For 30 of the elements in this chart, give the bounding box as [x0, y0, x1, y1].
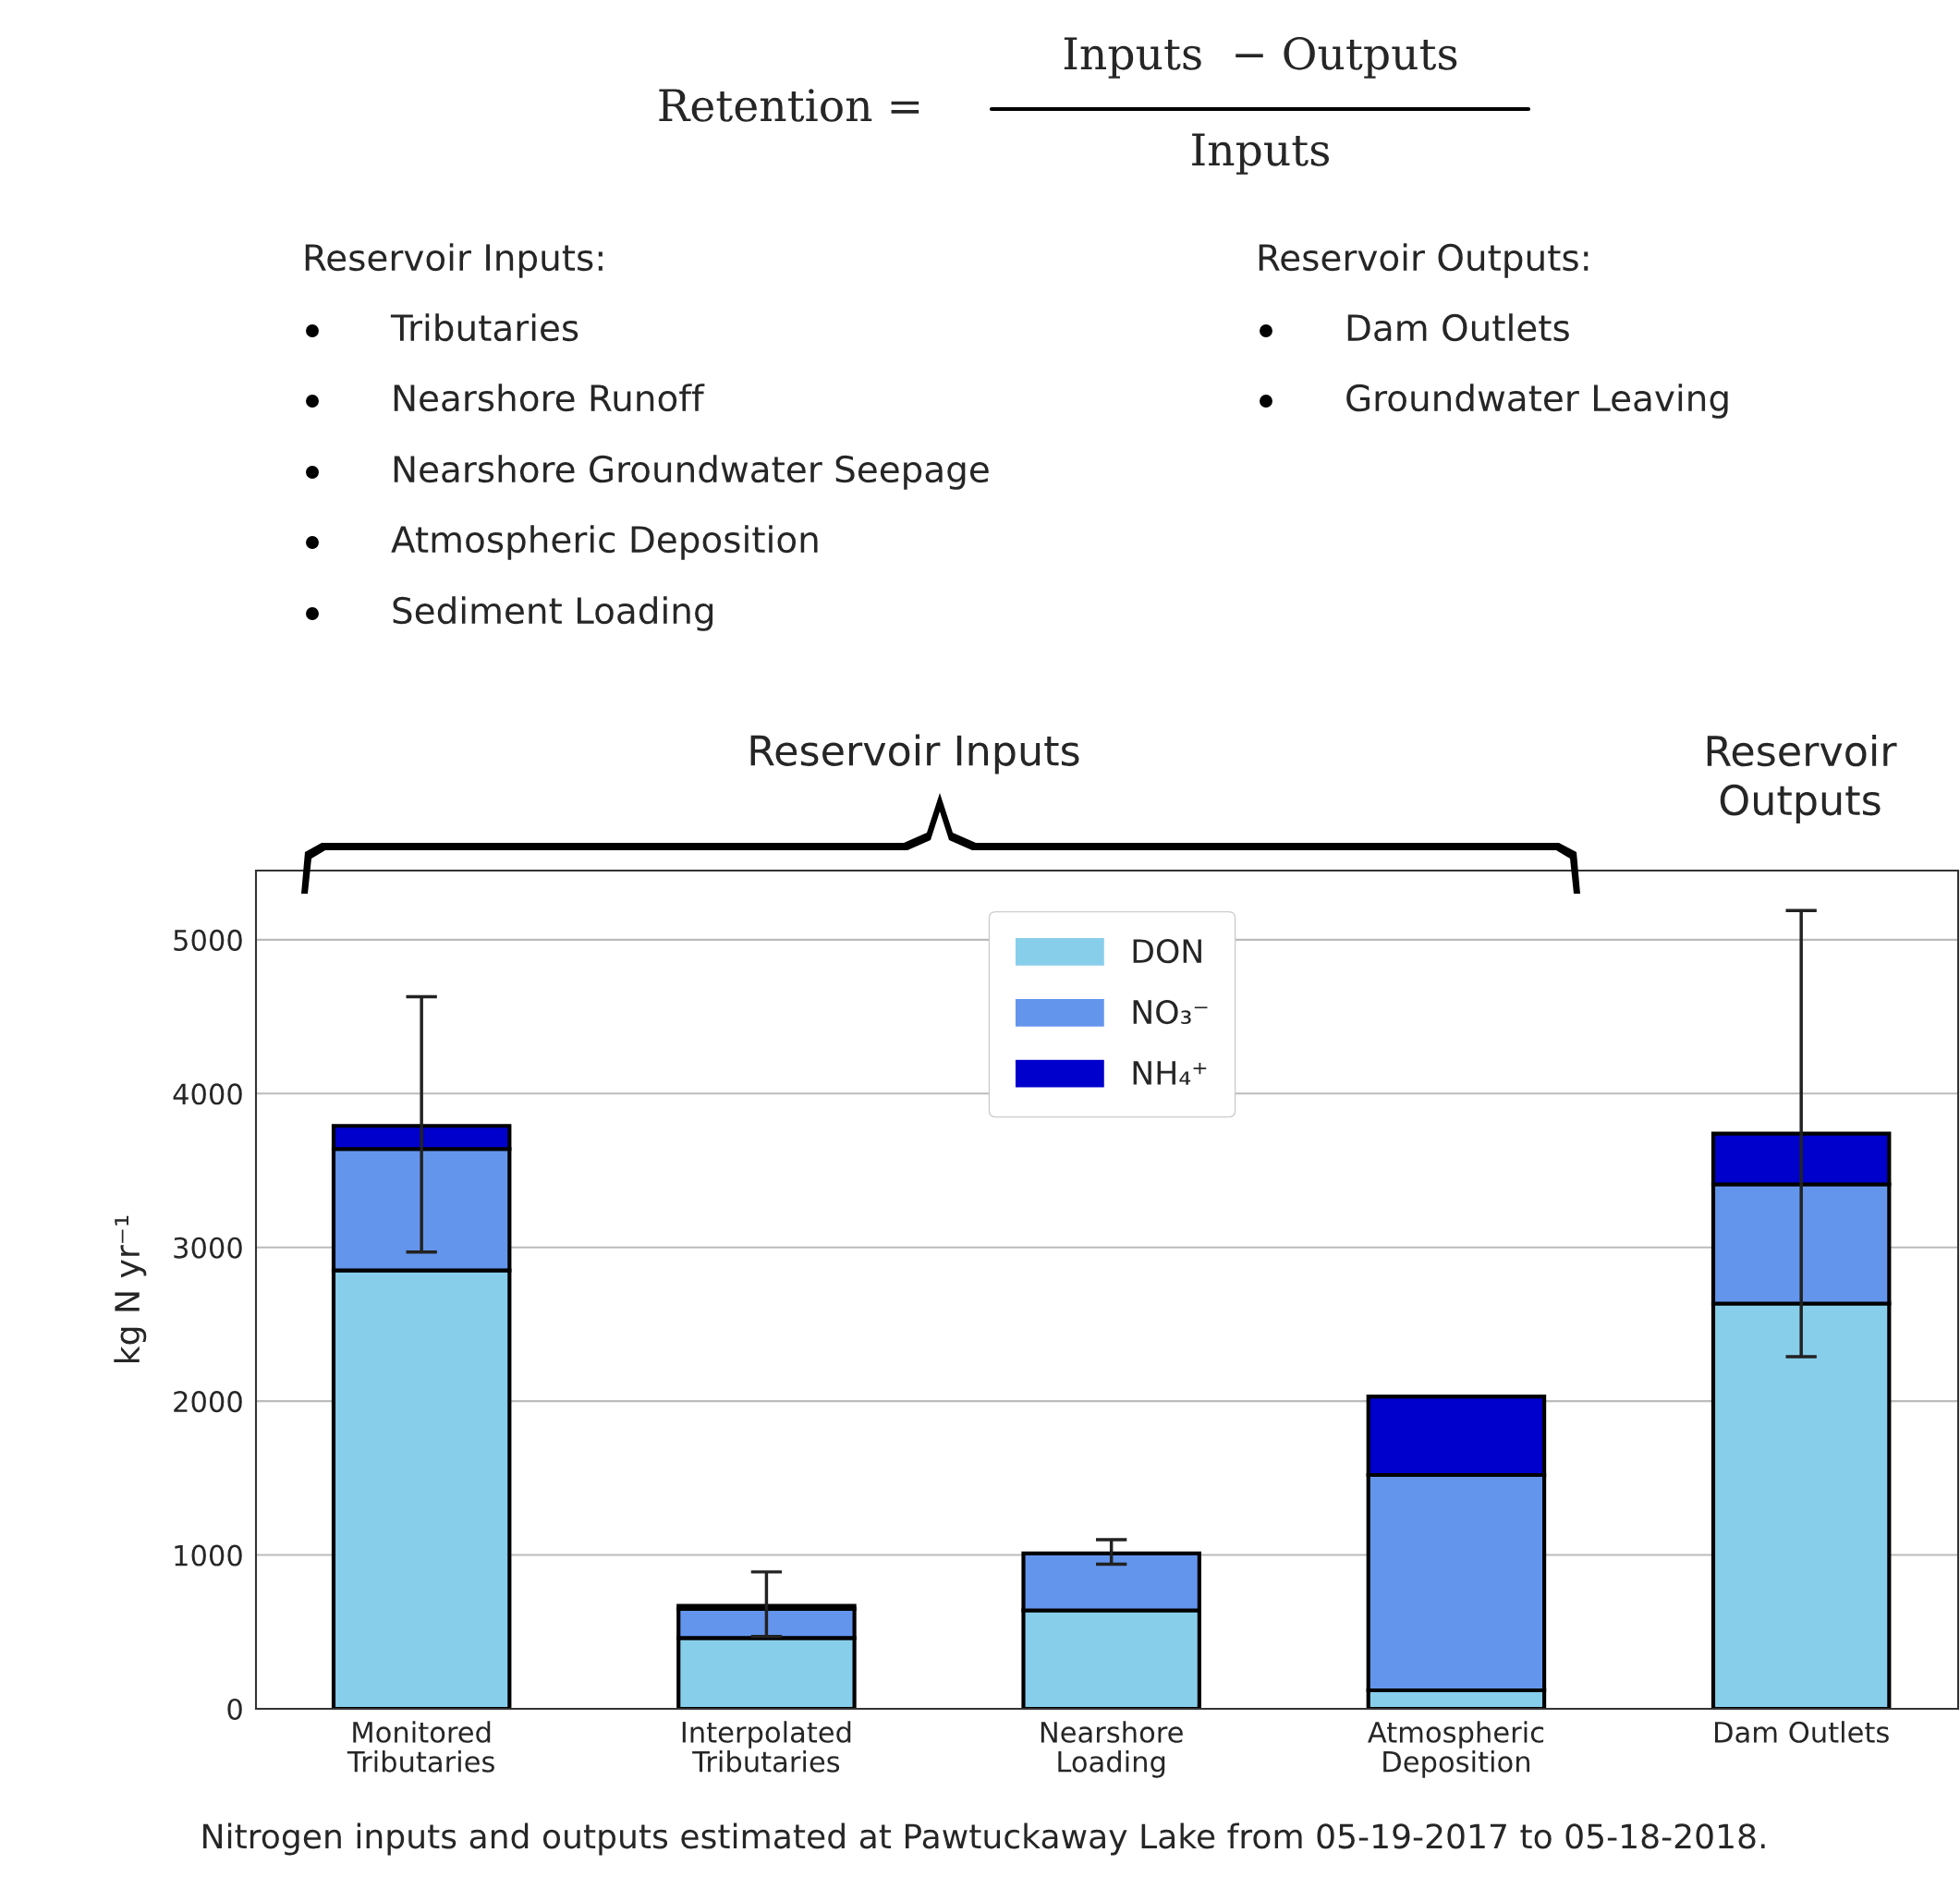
- text: Retention =: [659, 89, 919, 122]
- text: Reservoir Outputs:: [1259, 243, 1589, 278]
- text: Dam Outlets: [1347, 313, 1569, 342]
- text: Inputs: [1192, 133, 1330, 175]
- text: Atmospheric Deposition: [391, 525, 818, 560]
- text: Nitrogen inputs and outputs estimated at Pawtuckaway Lake from 05-19-2017 to 05-18-2018.: [203, 1822, 1765, 1856]
- x-tick-label: Nearshore Loading: [1041, 1721, 1183, 1778]
- y-axis-title: kg N yr⁻¹: [114, 1215, 147, 1362]
- x-tick-label: Dam Outlets: [1715, 1721, 1889, 1743]
- y-tick-label: 0: [227, 1698, 242, 1721]
- y-tick-label: 1000: [175, 1544, 242, 1566]
- text: Reservoir Inputs:: [305, 243, 603, 278]
- legend-label: NH₄⁺: [1133, 1061, 1207, 1085]
- text: Tributaries: [390, 313, 578, 342]
- text: Reservoir Outputs: [1707, 734, 1897, 824]
- text: Nearshore Runoff: [394, 384, 705, 412]
- text: Inputs − Outputs: [1064, 36, 1457, 79]
- x-tick-label: Interpolated Tributaries: [682, 1721, 851, 1773]
- text: Sediment Loading: [393, 596, 713, 631]
- y-tick-label: 2000: [174, 1391, 242, 1413]
- text: Groundwater Leaving: [1346, 384, 1728, 419]
- text: Reservoir Inputs: [750, 734, 1079, 774]
- legend-label: DON: [1133, 939, 1201, 964]
- x-tick-label: Monitored Tributaries: [347, 1721, 494, 1773]
- y-tick-label: 5000: [174, 929, 242, 951]
- legend-label: NO₃⁻: [1133, 999, 1208, 1025]
- x-tick-label: Atmospheric Deposition: [1368, 1721, 1544, 1778]
- y-tick-label: 4000: [173, 1083, 242, 1105]
- y-tick-label: 3000: [174, 1237, 242, 1259]
- text: Nearshore Groundwater Seepage: [394, 455, 989, 490]
